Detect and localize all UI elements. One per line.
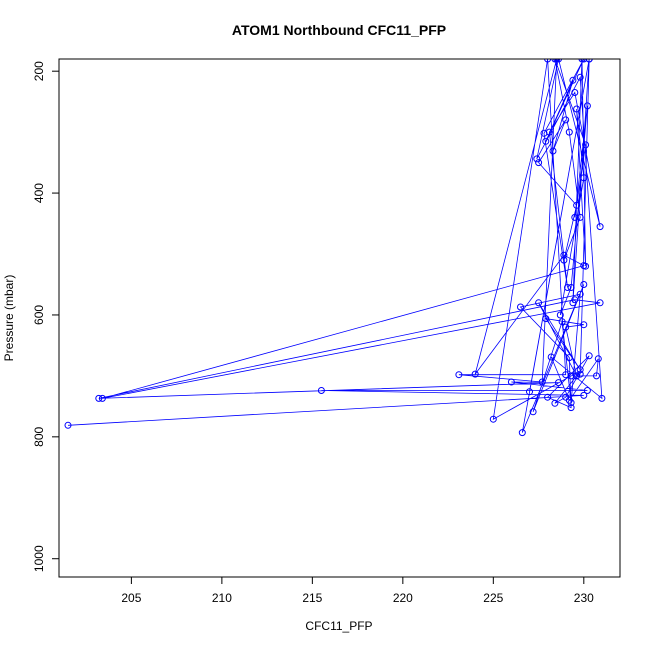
data-point	[598, 394, 606, 402]
y-tick-label: 200	[32, 61, 46, 81]
data-point	[542, 137, 550, 145]
plot-frame	[58, 58, 621, 578]
data-point	[518, 429, 526, 437]
data-point	[594, 355, 602, 363]
x-tick-label: 220	[393, 591, 413, 605]
x-tick-label: 205	[121, 591, 141, 605]
series-line	[67, 59, 603, 433]
data-point	[317, 387, 325, 394]
data-point	[580, 391, 588, 399]
data-point	[585, 352, 593, 360]
data-point	[542, 315, 550, 323]
x-axis: 205 210 215 220 225 230	[121, 577, 594, 605]
data-point	[95, 394, 103, 402]
data-point	[573, 201, 581, 209]
data-point	[551, 399, 559, 407]
data-point	[565, 128, 573, 136]
data-point	[582, 141, 590, 149]
data-point	[526, 388, 533, 396]
x-tick-label: 215	[302, 591, 322, 605]
data-point	[583, 387, 591, 394]
data-point	[565, 396, 573, 404]
data-point	[560, 256, 568, 264]
data-point	[558, 318, 566, 326]
data-point	[576, 366, 584, 374]
data-point	[569, 299, 577, 307]
data-point	[573, 105, 581, 113]
y-axis: 200 400 600 800 1000	[32, 61, 59, 572]
data-point	[98, 394, 106, 402]
data-point	[580, 321, 588, 329]
data-point	[507, 378, 515, 386]
data-point	[582, 262, 590, 270]
data-point	[580, 281, 588, 288]
data-point	[535, 299, 543, 307]
data-point	[576, 213, 584, 221]
data-point	[64, 421, 72, 429]
x-axis-label: CFC11_PFP	[305, 619, 372, 633]
data-point	[583, 102, 591, 110]
data-point	[571, 89, 579, 96]
data-point	[576, 370, 584, 378]
data-point	[564, 284, 571, 291]
data-point	[535, 159, 543, 167]
data-point	[544, 393, 552, 401]
data-point	[540, 129, 548, 137]
chart-title: ATOM1 Northbound CFC11_PFP	[232, 22, 446, 38]
y-tick-label: 800	[32, 427, 46, 447]
data-point	[555, 379, 562, 387]
data-point	[596, 223, 604, 231]
data-point	[562, 323, 570, 331]
data-point	[549, 147, 557, 155]
data-point	[556, 311, 564, 319]
data-point	[533, 155, 541, 163]
data-point	[551, 59, 559, 63]
data-point	[471, 370, 479, 378]
data-point	[578, 59, 586, 63]
data-point	[576, 290, 584, 298]
data-point	[529, 408, 537, 416]
y-tick-label: 400	[32, 183, 46, 203]
data-point	[560, 251, 568, 259]
data-point	[593, 372, 600, 380]
y-tick-label: 600	[32, 305, 46, 325]
data-point	[565, 354, 573, 362]
data-point	[517, 303, 524, 311]
data-point	[489, 415, 497, 423]
data-point	[567, 284, 575, 291]
y-axis-label: Pressure (mbar)	[2, 275, 16, 362]
data-point	[573, 372, 581, 380]
x-tick-label: 225	[483, 591, 503, 605]
data-point	[544, 59, 552, 63]
data-point	[538, 378, 546, 386]
x-tick-label: 230	[574, 591, 594, 605]
data-point	[580, 174, 588, 182]
data-point	[596, 299, 604, 307]
data-point	[585, 59, 593, 63]
data-point	[569, 76, 577, 84]
data-point	[576, 73, 584, 81]
data-point	[555, 59, 562, 63]
data-point	[455, 371, 463, 379]
x-tick-label: 210	[212, 591, 232, 605]
data-point	[562, 116, 570, 124]
data-layer	[64, 59, 606, 437]
y-tick-label: 1000	[32, 545, 46, 572]
data-point	[571, 213, 579, 221]
data-point	[567, 404, 575, 412]
data-point	[547, 353, 555, 361]
